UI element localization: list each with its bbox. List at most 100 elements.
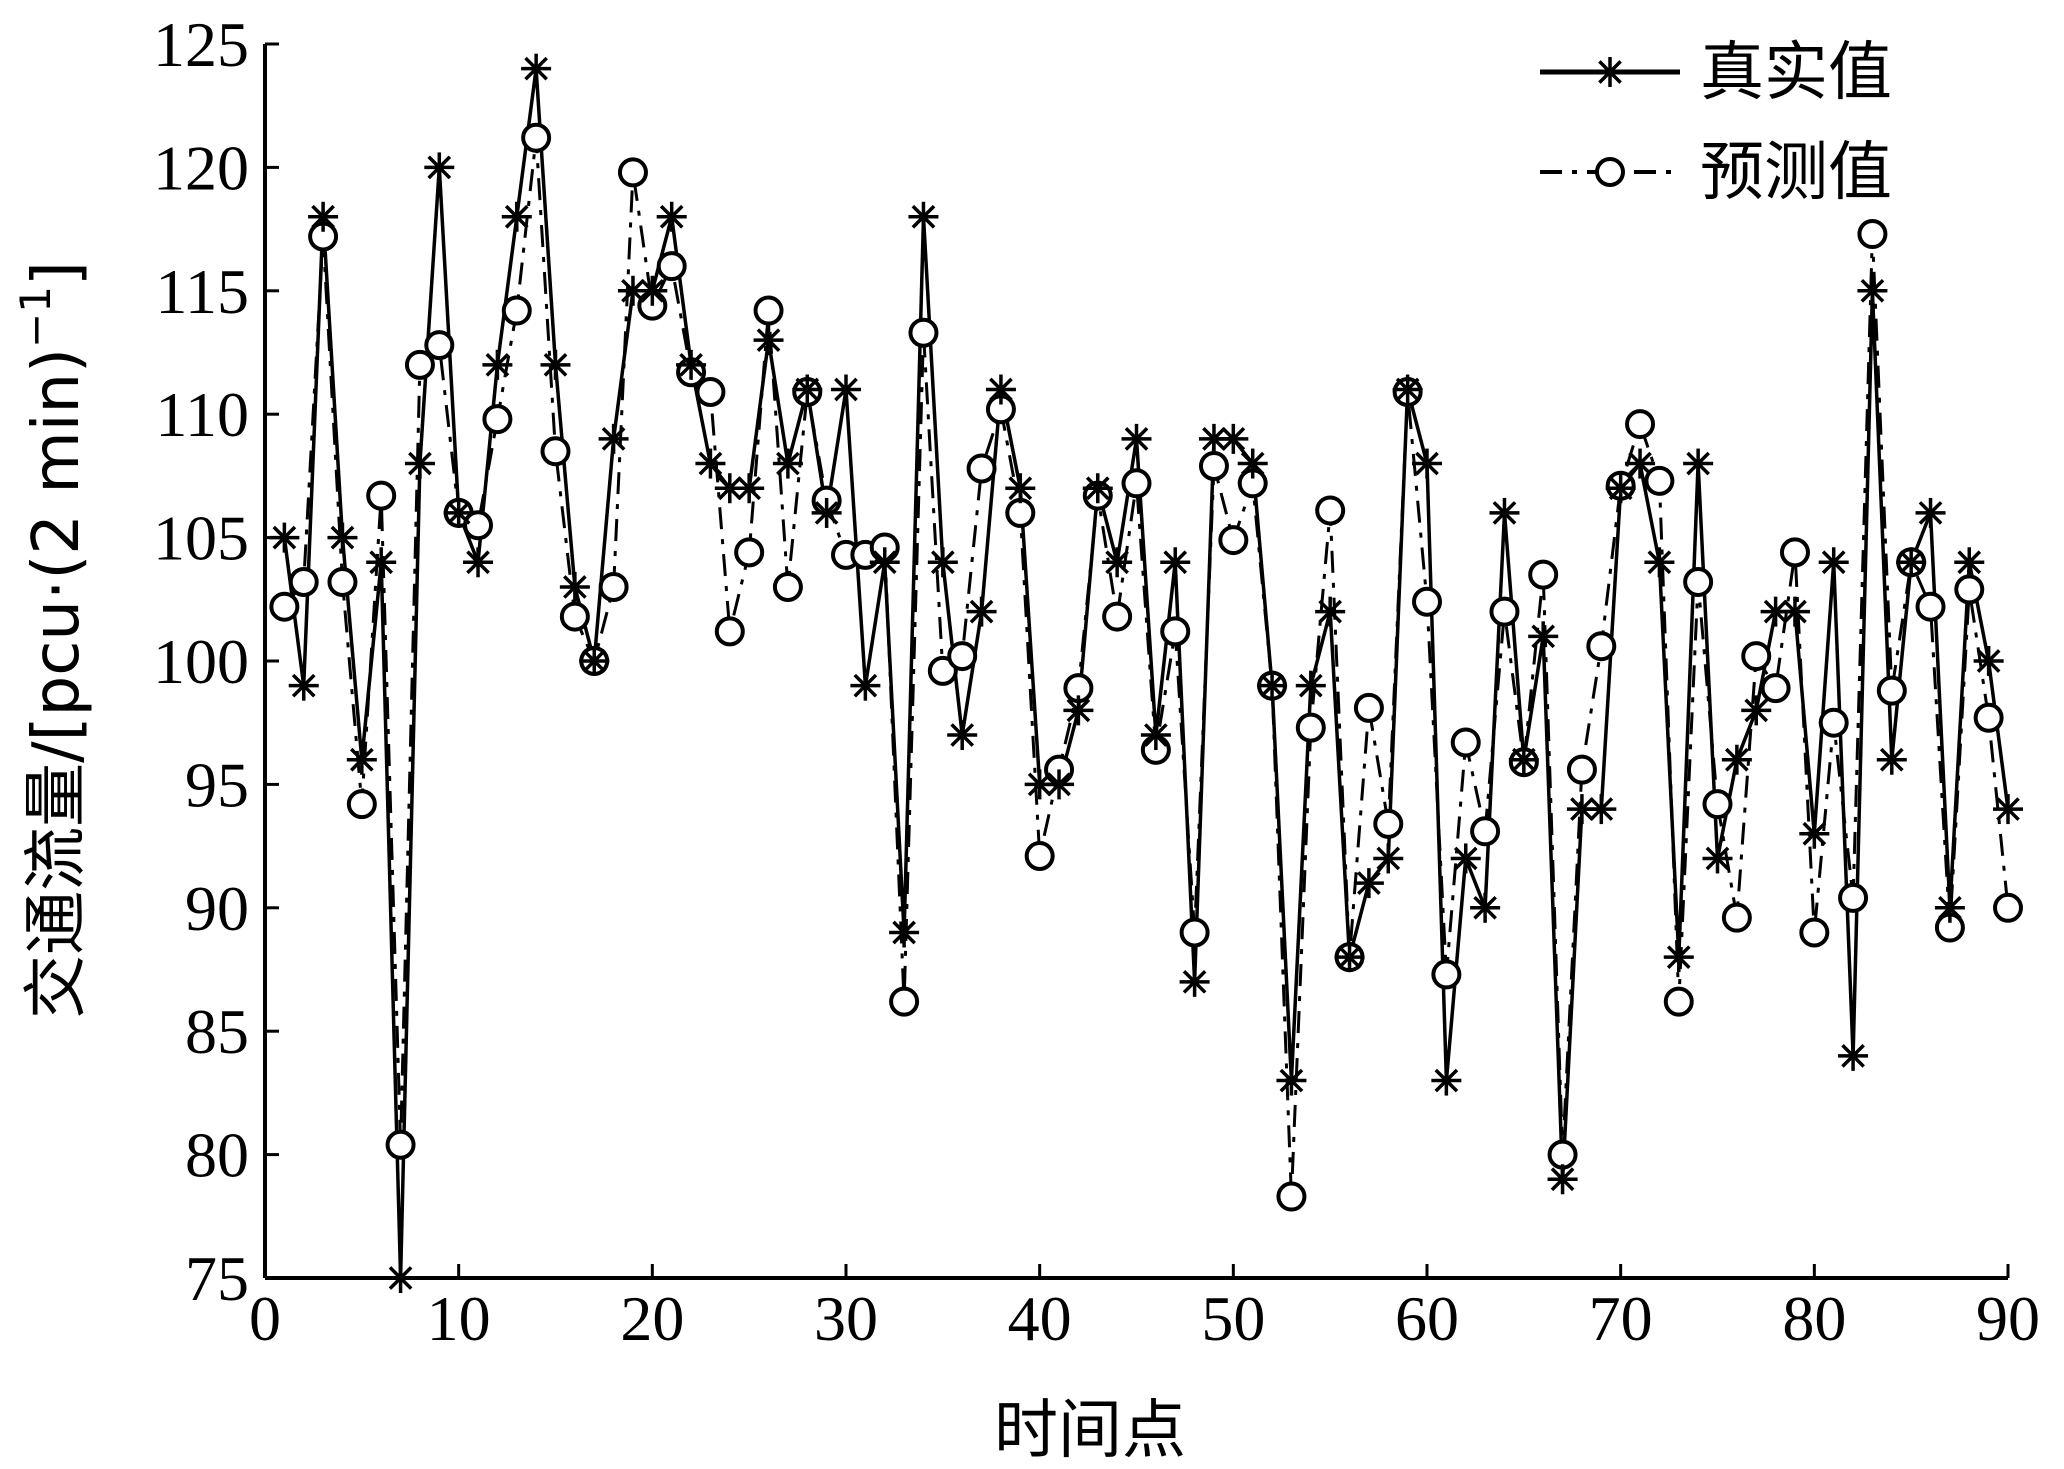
actual-point [1160,547,1191,578]
actual-point [1044,769,1075,800]
x-tick-label: 20 [620,1283,684,1354]
asterisk-stroke [1570,797,1594,821]
actual-point [327,522,358,553]
asterisk-stroke [466,550,490,575]
predicted-point [1005,497,1036,528]
actual-point [1683,448,1714,479]
asterisk-stroke [679,352,703,377]
predicted-point [424,330,455,361]
asterisk-stroke [1298,673,1323,698]
asterisk-stroke [1608,476,1633,501]
predicted-point [1876,675,1907,706]
asterisk-stroke [853,673,878,698]
asterisk-stroke [563,575,587,599]
predicted-point [404,349,435,380]
predicted-point [1741,641,1772,672]
asterisk-stroke [1957,550,1982,575]
predicted-point [617,157,648,188]
x-tick-label: 80 [1782,1283,1846,1354]
actual-point [850,670,881,701]
asterisk-stroke [1841,1044,1865,1068]
predicted-point [1625,409,1656,440]
predicted-point [1721,902,1752,933]
predicted-point [521,122,552,153]
series-layer [269,53,2023,1293]
asterisk-stroke [1511,747,1536,772]
predicted-point [1857,219,1888,250]
asterisk-stroke [737,476,762,501]
predicted-point [1121,468,1152,499]
actual-point [792,374,823,405]
actual-point [753,325,784,356]
actual-point [1779,596,1810,627]
asterisk-stroke [1628,451,1652,476]
actual-point [1334,942,1365,973]
asterisk-stroke [872,550,897,575]
predicted-point [346,789,377,820]
actual-point [366,547,397,578]
actual-point [404,448,435,479]
x-axis-title: 时间点 [994,1394,1186,1468]
series-markers [269,53,2023,1293]
asterisk-stroke [1395,377,1420,402]
asterisk-stroke [1589,797,1614,821]
asterisk-stroke [1027,772,1052,797]
predicted-point [1993,892,2023,923]
actual-point [1102,547,1133,578]
asterisk-stroke [1879,747,1904,772]
actual-point [1508,744,1539,775]
actual-point [1799,818,1830,849]
actual-point [308,201,339,232]
y-tick-label: 100 [153,626,249,697]
predicted-point [1450,727,1481,758]
x-tick-label: 60 [1395,1283,1459,1354]
asterisk-stroke [1318,599,1343,624]
actual-point [831,374,861,405]
asterisk-stroke [1202,427,1226,451]
asterisk-stroke [1260,673,1284,698]
asterisk-stroke [291,673,316,698]
asterisk-stroke [1598,60,1622,84]
asterisk-stroke [1105,550,1129,575]
actual-point [501,201,532,232]
asterisk-stroke [756,328,781,353]
actual-point [1121,423,1152,454]
actual-point [985,374,1016,405]
predicted-point [966,453,997,484]
asterisk-stroke [1686,451,1710,476]
predicted-point [714,616,745,647]
actual-point [1954,547,1985,578]
actual-point [1663,942,1694,973]
predicted-point [656,251,687,282]
actual-point [811,497,842,528]
asterisk-stroke [1240,451,1265,476]
actual-point [1140,720,1171,751]
x-tick-label: 50 [1201,1283,1265,1354]
y-axis-title: 交通流量/[pcu·(2 min)−1] [11,261,94,1019]
asterisk-stroke [1434,1068,1459,1093]
y-tick-label: 120 [153,132,249,203]
predicted-point [1954,574,1985,605]
asterisk-stroke [1182,969,1207,994]
asterisk-stroke [892,920,916,945]
actual-point [1934,892,1965,923]
asterisk-stroke [1144,723,1168,747]
actual-point [1644,547,1675,578]
legend-label-actual: 真实值 [1700,36,1892,110]
asterisk-stroke [814,501,839,525]
y-axis-title-superscript: −1 [11,286,60,348]
actual-point [385,1263,416,1293]
predicted-point [327,567,358,598]
predicted-point [1102,601,1133,632]
actual-point [966,596,997,627]
y-axis-title-main: 交通流量/[pcu·(2 min) [20,348,94,1019]
actual-point [1993,794,2023,825]
y-tick-label: 75 [185,1243,249,1314]
predicted-point [1973,702,2004,733]
predicted-point [1179,917,1210,948]
predicted-point [559,601,590,632]
asterisk-stroke [1899,550,1924,575]
actual-point [1838,1040,1869,1071]
asterisk-stroke [485,352,510,377]
asterisk-stroke [543,352,568,377]
